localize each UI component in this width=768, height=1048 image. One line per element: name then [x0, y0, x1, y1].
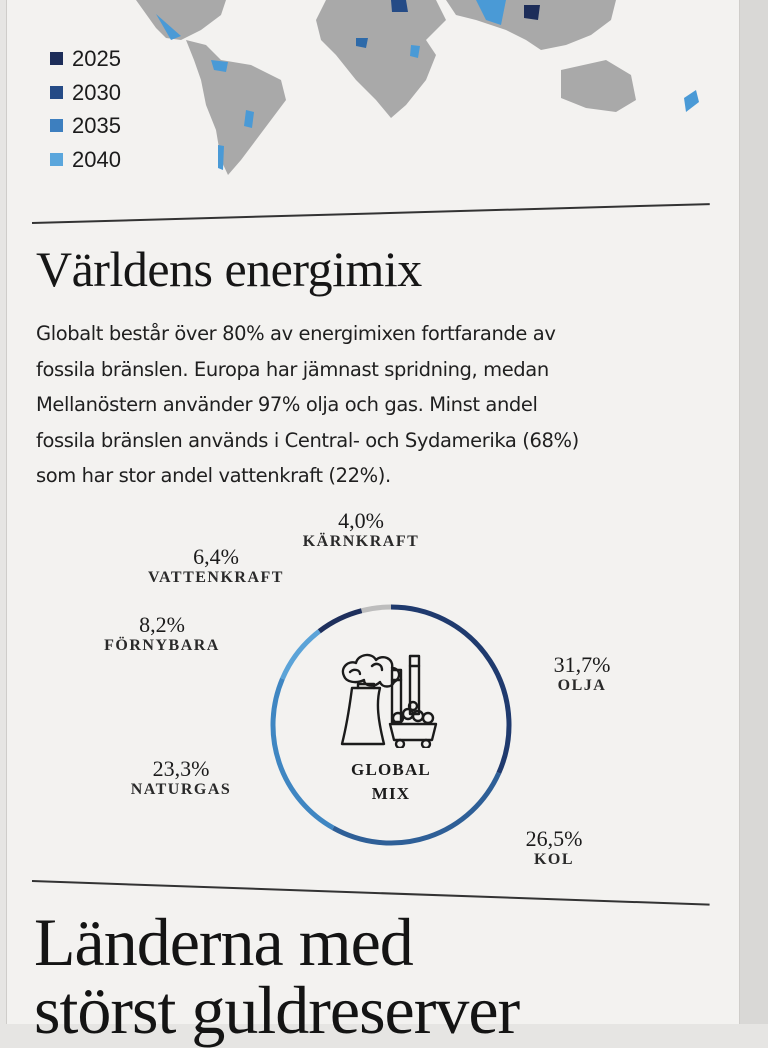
donut-slice-förnybara: [280, 629, 321, 680]
intro-line: fossila bränslen används i Central- och …: [36, 428, 579, 452]
intro-line: som har stor andel vattenkraft (22%).: [36, 464, 391, 487]
center-label-line: MIX: [371, 784, 411, 803]
divider-bottom: [31, 880, 710, 906]
slice-category: VATTENKRAFT: [148, 569, 284, 586]
intro-line: fossila bränslen. Europa har jämnast spr…: [36, 357, 549, 381]
next-section-title-line2: störst guldreserver: [34, 972, 520, 1048]
slice-value: 23,3%: [152, 756, 210, 781]
slice-category: FÖRNYBARA: [104, 637, 220, 654]
slice-value: 6,4%: [193, 544, 239, 569]
world-map: 2025 2030 2035 2040: [6, 0, 740, 185]
slice-label-karnkraft: 4,0% KÄRNKRAFT: [276, 510, 446, 552]
page-edge: [740, 0, 768, 1024]
slice-label-naturgas: 23,3% NATURGAS: [106, 758, 256, 800]
slice-category: KOL: [533, 851, 575, 868]
next-section-title: Länderna med: [34, 904, 414, 980]
legend-label: 2040: [72, 146, 121, 172]
legend-swatch: [50, 85, 63, 99]
donut-slice-olja: [390, 604, 512, 775]
slice-label-fornybara: 8,2% FÖRNYBARA: [78, 614, 246, 656]
donut-slice-kärnkraft: [361, 604, 392, 614]
intro-line: Globalt består över 80% av energimixen f…: [36, 322, 556, 345]
section-intro: Globalt består över 80% av energimixen f…: [36, 316, 716, 494]
magazine-page: 2025 2030 2035 2040 Världens energimix G…: [6, 0, 740, 1044]
donut-slice-vattenkraft: [317, 608, 363, 634]
slice-category: OLJA: [557, 677, 607, 694]
slice-label-olja: 31,7% OLJA: [522, 654, 642, 696]
slice-label-kol: 26,5% KOL: [494, 828, 614, 870]
legend-item: 2040: [50, 143, 121, 177]
legend-item: 2030: [50, 76, 121, 110]
legend-label: 2025: [72, 46, 121, 71]
donut-slice-naturgas: [270, 677, 335, 831]
factory-icon: [340, 653, 438, 748]
center-label-line: GLOBAL: [351, 760, 431, 779]
donut-slice-kol: [332, 771, 502, 846]
slice-category: KÄRNKRAFT: [302, 533, 420, 550]
intro-line: Mellanöstern använder 97% olja och gas. …: [36, 393, 538, 416]
section-title: Världens energimix: [36, 241, 422, 297]
slice-value: 8,2%: [139, 612, 185, 637]
legend-item: 2025: [50, 42, 121, 76]
donut-slices: [270, 604, 512, 846]
slice-category: NATURGAS: [130, 781, 232, 798]
map-legend: 2025 2030 2035 2040: [50, 42, 121, 176]
world-map-shapes: [136, 0, 699, 175]
slice-value: 4,0%: [338, 508, 384, 533]
energy-mix-donut: [270, 604, 512, 846]
slice-label-vattenkraft: 6,4% VATTENKRAFT: [118, 546, 314, 588]
slice-value: 26,5%: [525, 826, 583, 851]
legend-swatch: [50, 119, 63, 133]
legend-label: 2035: [72, 113, 121, 138]
donut-center-label: GLOBAL MIX: [316, 758, 466, 806]
legend-label: 2030: [72, 79, 121, 105]
divider-top: [31, 203, 710, 224]
legend-swatch: [50, 152, 63, 166]
legend-item: 2035: [50, 109, 121, 143]
slice-value: 31,7%: [553, 652, 611, 677]
legend-swatch: [50, 52, 63, 66]
